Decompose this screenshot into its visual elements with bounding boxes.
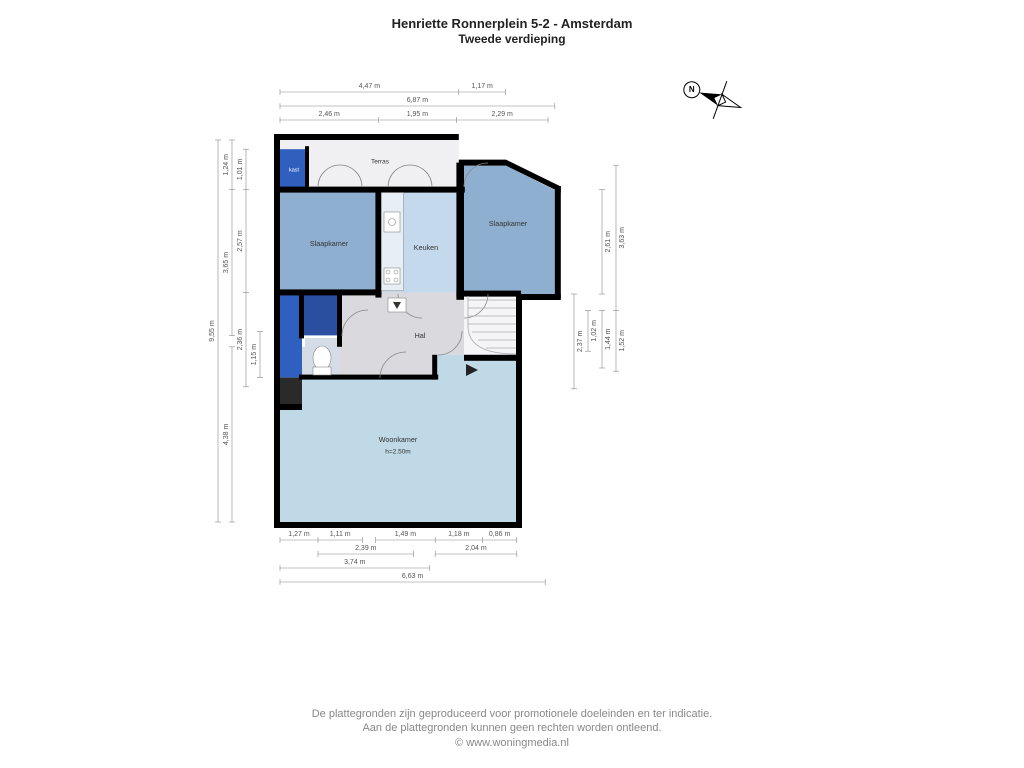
dim-bot-3-0: 6,63 m (402, 573, 424, 580)
dim-left-2-2: 2,36 m (237, 329, 244, 351)
dim-bot-1-1: 2,04 m (465, 545, 487, 552)
dim-left-2-0: 1,01 m (237, 159, 244, 181)
dim-right-0-1: 1,52 m (619, 330, 626, 352)
wc-fixtures (313, 346, 331, 375)
dim-left-2-1: 2,57 m (237, 230, 244, 252)
dim-left-1-2: 4,38 m (223, 424, 230, 446)
dim-bot-0-4: 0,86 m (489, 531, 511, 538)
label-kast: kast (289, 167, 300, 173)
label-keuken: Keuken (414, 243, 438, 252)
dim-top-2-0: 2,46 m (318, 111, 340, 118)
room-wc (280, 292, 302, 377)
dim-bot-1-0: 2,39 m (355, 545, 377, 552)
dim-left-1-1: 3,65 m (223, 252, 230, 274)
dim-bot-0-2: 1,49 m (395, 531, 417, 538)
dim-bot-0-0: 1,27 m (288, 531, 310, 538)
dim-right-2-0: 2,37 m (577, 331, 584, 353)
label-hal: Hal (415, 331, 426, 340)
dim-bot-0-1: 1,11 m (330, 531, 351, 538)
closet-dark (280, 378, 302, 408)
dim-right-2-1: 1,02 m (591, 320, 598, 342)
dim-bot-2-0: 3,74 m (344, 559, 366, 566)
label-slaapkamer-right: Slaapkamer (489, 219, 528, 228)
page-title: Henriette Ronnerplein 5-2 - Amsterdam (0, 16, 1024, 31)
label-slaapkamer-left: Slaapkamer (310, 239, 349, 248)
compass-icon: N (677, 68, 747, 126)
dim-right-0-0: 3,63 m (619, 227, 626, 249)
disclaimer-line1: De plattegronden zijn geproduceerd voor … (312, 708, 713, 720)
page: Henriette Ronnerplein 5-2 - Amsterdam Tw… (0, 0, 1024, 768)
dim-left-1-0: 1,24 m (223, 154, 230, 176)
label-woonkamer: Woonkamer (379, 435, 418, 444)
disclaimer-line2: Aan de plattegronden kunnen geen rechten… (362, 722, 661, 734)
compass-letter: N (689, 85, 695, 94)
dim-top-1-0: 6,87 m (407, 97, 429, 104)
dim-top-0-0: 4,47 m (359, 83, 381, 90)
dim-right-1-0: 2,61 m (605, 231, 612, 253)
dim-top-2-1: 1,95 m (407, 111, 429, 118)
dim-top-0-1: 1,17 m (471, 83, 493, 90)
page-subtitle: Tweede verdieping (0, 32, 1024, 46)
label-terras: Terras (371, 159, 390, 166)
dim-bot-0-3: 1,18 m (448, 531, 470, 538)
dim-top-2-2: 2,29 m (491, 111, 513, 118)
label-woonkamer-h: h=2.50m (385, 449, 410, 456)
disclaimer: De plattegronden zijn geproduceerd voor … (0, 707, 1024, 750)
room-slaapkamer-right (464, 166, 555, 294)
room-wc2 (302, 292, 340, 335)
dim-left-3-0: 1,15 m (251, 344, 258, 366)
floorplan-svg: Terras kast Slaapkamer Slaapkamer Keuken… (160, 60, 864, 690)
dim-left-0-0: 9,55 m (209, 320, 216, 342)
disclaimer-line3: © www.woningmedia.nl (455, 737, 569, 749)
dim-right-1-1: 1,44 m (605, 328, 612, 350)
